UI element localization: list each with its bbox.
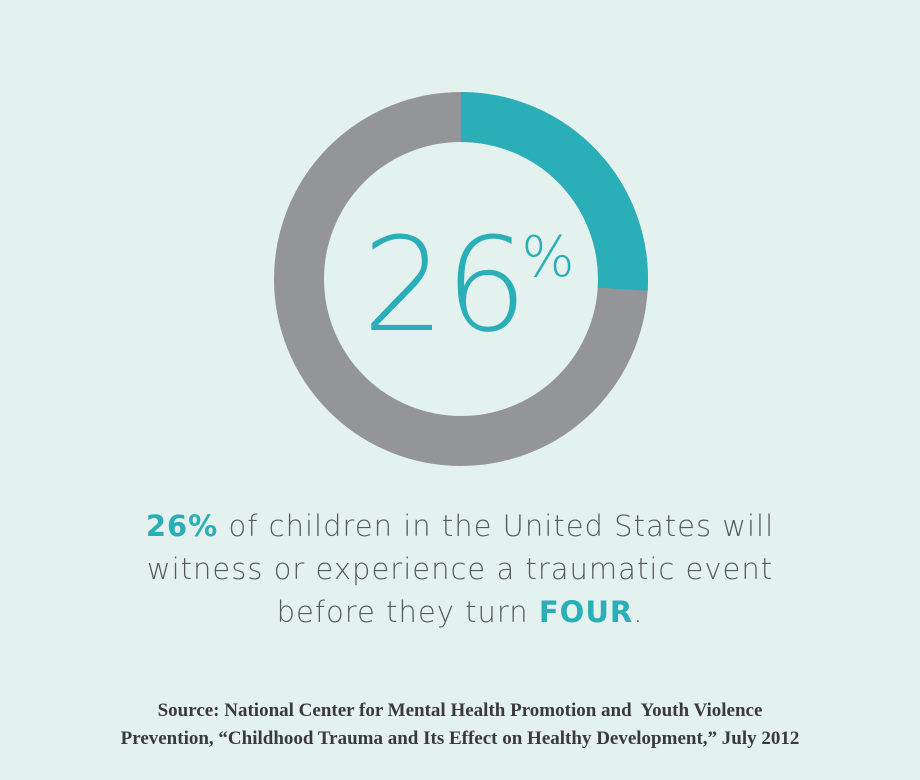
caption-line: witness or experience a traumatic event xyxy=(0,548,920,591)
chart: 26% xyxy=(274,92,648,466)
caption: 26% of children in the United States wil… xyxy=(0,505,920,634)
source: Source: National Center for Mental Healt… xyxy=(0,697,920,753)
caption-line: 26% of children in the United States wil… xyxy=(0,505,920,548)
caption-text: before they turn xyxy=(276,595,539,629)
source-line: Source: National Center for Mental Healt… xyxy=(157,700,763,721)
donut-segment xyxy=(461,92,648,291)
center-unit: % xyxy=(521,225,574,290)
caption-text: witness or experience a traumatic event xyxy=(146,552,774,586)
center-value: 26 xyxy=(362,209,527,361)
caption-emphasis: 26% xyxy=(145,509,219,543)
caption-emphasis: FOUR xyxy=(538,595,634,629)
source-line: Prevention, “Childhood Trauma and Its Ef… xyxy=(120,728,800,749)
caption-text: . xyxy=(633,595,644,629)
caption-line: before they turn FOUR. xyxy=(0,591,920,634)
caption-text: of children in the United States will xyxy=(218,509,775,543)
